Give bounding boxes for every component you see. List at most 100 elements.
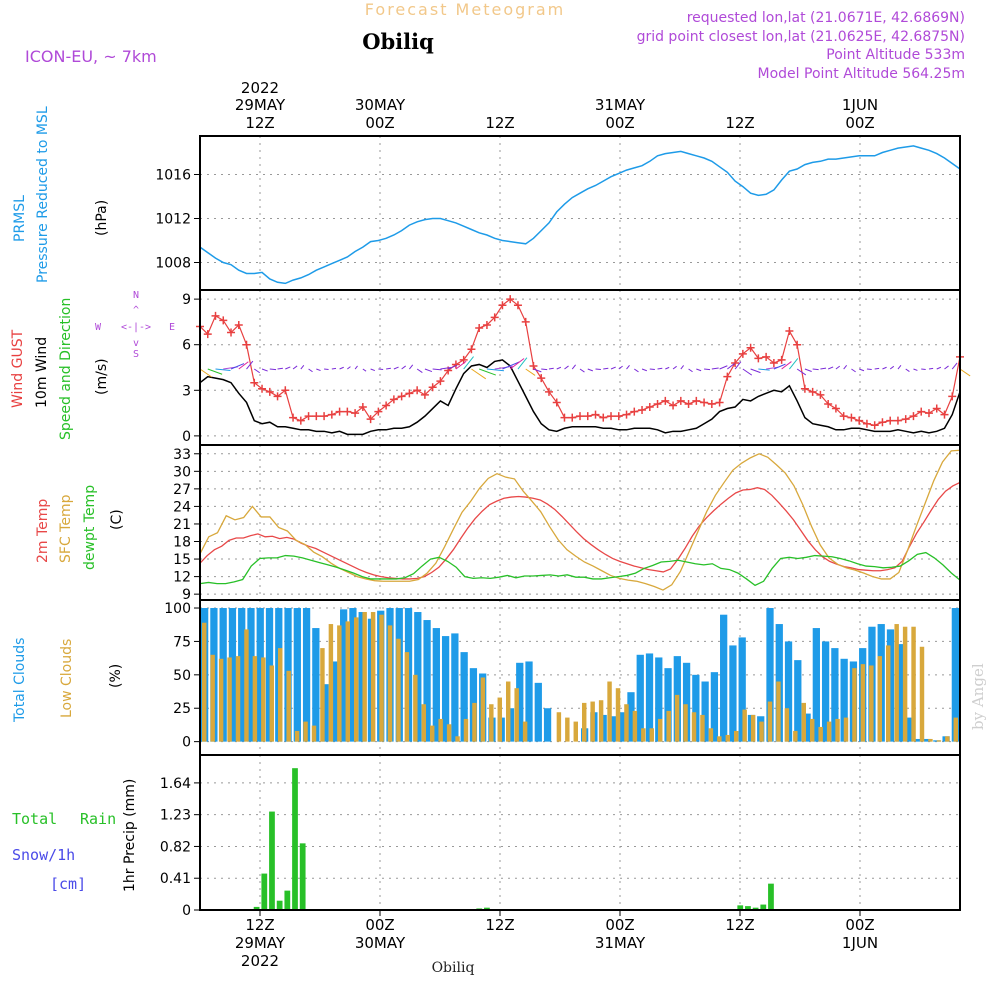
pressure-panel-labels: PRMSL Pressure Reduced to MSL (hPa) <box>12 106 110 283</box>
wind-arrow-17 <box>331 367 337 370</box>
low-cloud-bar-20 <box>370 612 376 742</box>
sfc-temp-series-line <box>199 449 961 591</box>
gust-marker-46 <box>552 398 561 407</box>
low-cloud-bar-53 <box>649 728 654 742</box>
precip-bar-9 <box>299 843 306 910</box>
low-cloud-bar-68 <box>776 681 781 742</box>
wind-arrow-58 <box>649 368 655 371</box>
model-label: ICON-EU, ~ 7km <box>25 47 157 66</box>
wind-arrow-35 <box>471 368 487 380</box>
low-cloud-bar-24 <box>404 652 410 742</box>
precip-bar-8 <box>292 768 298 910</box>
temp-ytick-label-8: 33 <box>173 447 191 463</box>
cloud-unit: (%) <box>108 664 124 688</box>
wind-arrow-85 <box>859 368 865 372</box>
bottom-time-text-0-0: 12Z <box>245 916 274 934</box>
gust-marker-11 <box>281 386 290 395</box>
temp-label3: dewpt Temp <box>82 485 98 570</box>
gust-marker-49 <box>576 412 584 421</box>
total-cloud-bar-48 <box>645 653 654 742</box>
precip-ytick-label-2: 0.82 <box>160 839 191 855</box>
low-cloud-bar-46 <box>590 701 595 742</box>
gust-marker-92 <box>909 412 918 421</box>
low-cloud-bar-31 <box>463 718 469 742</box>
low-cloud-bar-0 <box>202 622 207 742</box>
clouds-ytick-label-1: 25 <box>173 701 191 717</box>
low-cloud-bar-54 <box>658 718 663 742</box>
temp-ytick-label-3: 18 <box>173 535 191 551</box>
wind-arrow-51 <box>595 368 601 371</box>
total-cloud-bar-46 <box>627 692 635 742</box>
precip-bar-4 <box>261 873 268 910</box>
total-cloud-bar-37 <box>543 708 552 742</box>
precip-bar-68 <box>752 907 759 910</box>
precip-ytick-label-1: 0.41 <box>160 871 191 887</box>
gust-marker-95 <box>932 404 941 413</box>
wind-arrow-55 <box>626 364 630 370</box>
total-cloud-bar-27 <box>451 633 459 742</box>
gust-marker-10 <box>273 392 282 401</box>
gust-marker-60 <box>661 396 670 405</box>
total-cloud-bar-49 <box>655 657 663 742</box>
low-cloud-bar-87 <box>936 740 942 742</box>
wind-ytick-label-1: 3 <box>182 383 191 399</box>
low-cloud-bar-33 <box>480 677 486 742</box>
low-cloud-bar-82 <box>894 624 899 742</box>
temp-label1: 2m Temp <box>35 499 51 563</box>
wind-arrow-22 <box>370 368 376 372</box>
bottom-time-text-2-0: 12Z <box>485 916 514 934</box>
precip-cm-label: [cm] <box>50 875 86 893</box>
top-time-label-2: 12Z <box>485 114 514 132</box>
gust-marker-77 <box>793 340 802 349</box>
gust-marker-74 <box>769 358 778 367</box>
low-cloud-bar-6 <box>252 656 258 742</box>
total-cloud-bar-56 <box>720 614 728 742</box>
pressure-unit: (hPa) <box>94 200 110 236</box>
wind-arrow-91 <box>905 368 910 372</box>
wind-ytick-label-0: 0 <box>182 429 191 445</box>
gust-marker-61 <box>669 401 678 410</box>
wind-arrow-73 <box>766 366 779 370</box>
cloud-bars <box>201 608 959 742</box>
wind-arrow-34 <box>463 356 474 370</box>
gust-marker-38 <box>490 313 499 322</box>
compass-rose: N S W E <-|-> ^ v <box>95 290 175 360</box>
pressure-label2: Pressure Reduced to MSL <box>35 106 51 283</box>
gust-marker-21 <box>358 403 367 412</box>
low-cloud-bar-86 <box>928 738 933 742</box>
gust-marker-70 <box>738 349 747 358</box>
low-cloud-bar-3 <box>227 657 232 742</box>
gust-marker-76 <box>785 327 794 336</box>
compass-vert-bot: v <box>133 338 139 349</box>
wind-arrow-6 <box>246 360 254 370</box>
gust-marker-64 <box>692 396 701 405</box>
gust-marker-89 <box>886 416 895 425</box>
wind-arrow-5 <box>238 361 249 370</box>
cloud-label2: Low Clouds <box>59 639 75 718</box>
compass-s: S <box>133 349 139 360</box>
gust-marker-15 <box>312 412 321 421</box>
precip-frame <box>199 754 961 911</box>
total-cloud-bar-58 <box>738 637 746 742</box>
bottom-time-text-3-0: 00Z <box>605 916 634 934</box>
total-cloud-bar-81 <box>951 608 959 742</box>
low-cloud-bar-64 <box>742 709 747 742</box>
wind-arrow-79 <box>812 368 819 371</box>
wind-arrow-24 <box>386 367 391 370</box>
low-cloud-bar-4 <box>235 656 241 742</box>
wind-arrow-15 <box>316 368 321 372</box>
total-cloud-bar-10 <box>293 608 301 742</box>
total-cloud-bar-74 <box>886 629 895 742</box>
total-cloud-bar-66 <box>812 628 820 742</box>
wind-arrow-95 <box>936 366 942 370</box>
point-altitude: Point Altitude 533m <box>826 47 965 63</box>
wind-arrow-10 <box>277 367 283 370</box>
gust-marker-22 <box>366 415 375 424</box>
wind-label3: Speed and Direction <box>58 298 74 440</box>
total-cloud-bar-44 <box>608 716 617 742</box>
gust-marker-51 <box>591 410 600 419</box>
precip-snow-label: Snow/1h <box>12 846 75 864</box>
wind-arrow-36 <box>479 368 496 376</box>
